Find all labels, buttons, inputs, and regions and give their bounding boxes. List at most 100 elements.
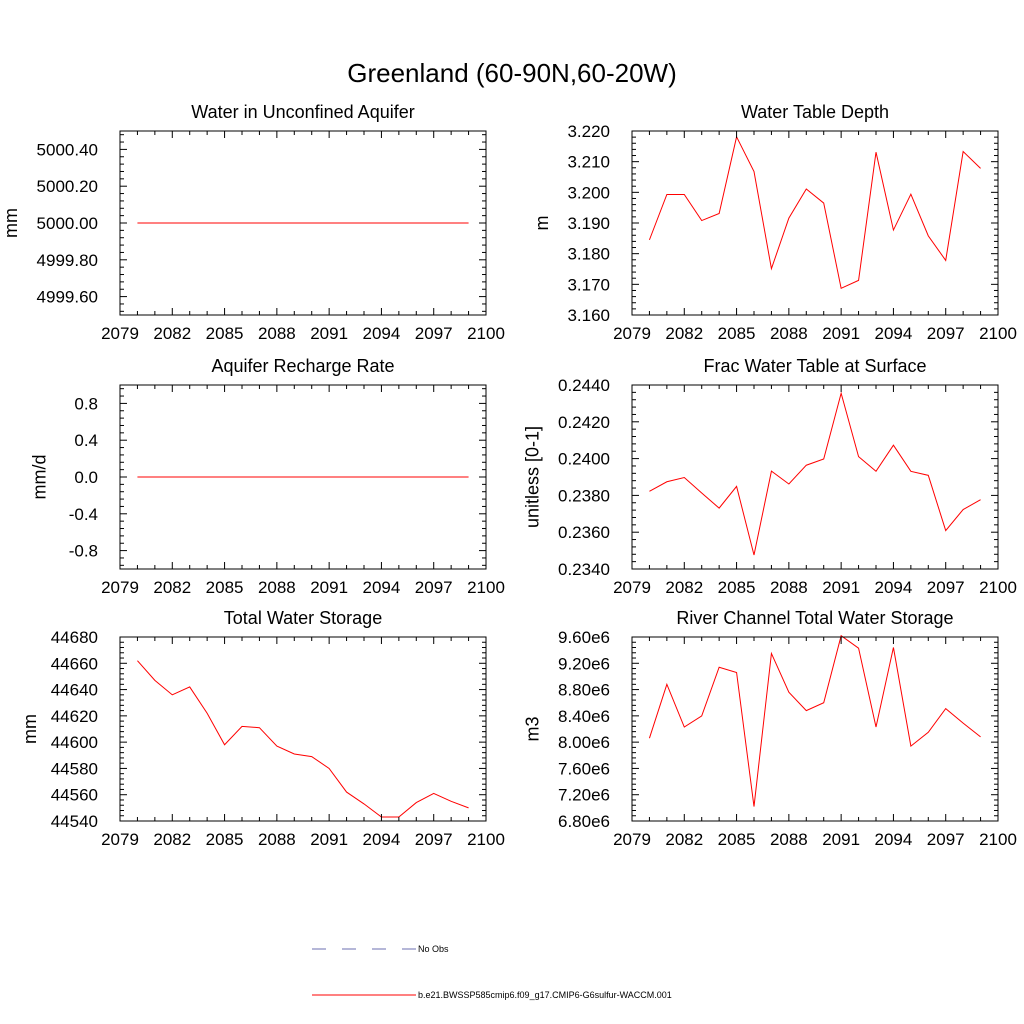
x-tick-label: 2079 <box>613 324 651 343</box>
y-tick-label: 3.220 <box>567 122 610 141</box>
panel-2: Water Table Depth 2079 2082 2085 2088 2091 209… <box>532 102 1017 343</box>
y-tick-label: 0.2360 <box>558 523 610 542</box>
y-tick-label: 0.0 <box>74 468 98 487</box>
panel-1: Water in Unconfined Aquifer 2079 2082 2085 2… <box>1 102 505 343</box>
panel-title: Water in Unconfined Aquifer <box>191 102 414 122</box>
y-tick-label: 7.20e6 <box>558 786 610 805</box>
panel-title: River Channel Total Water Storage <box>676 608 953 628</box>
y-tick-label: 3.190 <box>567 214 610 233</box>
x-tick-label: 2094 <box>875 324 913 343</box>
y-tick-label: 4999.60 <box>37 288 98 307</box>
y-tick-label: 4999.80 <box>37 251 98 270</box>
y-tick-label: 5000.20 <box>37 177 98 196</box>
x-tick-label: 2097 <box>927 578 965 597</box>
y-tick-label: 8.00e6 <box>558 733 610 752</box>
x-tick-label: 2097 <box>415 324 453 343</box>
x-tick-label: 2097 <box>415 578 453 597</box>
y-tick-label: 0.2420 <box>558 413 610 432</box>
x-tick-label: 2082 <box>153 578 191 597</box>
x-tick-label: 2094 <box>363 830 401 849</box>
series-line <box>649 391 981 556</box>
y-tick-label: 8.80e6 <box>558 681 610 700</box>
y-tick-label: 3.170 <box>567 275 610 294</box>
x-tick-label: 2085 <box>718 830 756 849</box>
y-tick-label: 0.4 <box>74 431 98 450</box>
y-tick-label: 44560 <box>51 786 98 805</box>
x-tick-label: 2100 <box>979 830 1017 849</box>
y-tick-label: 44640 <box>51 681 98 700</box>
x-tick-label: 2100 <box>467 830 505 849</box>
x-tick-label: 2091 <box>310 830 348 849</box>
y-tick-label: 6.80e6 <box>558 812 610 831</box>
y-tick-label: -0.4 <box>69 505 98 524</box>
x-tick-label: 2100 <box>979 578 1017 597</box>
x-tick-label: 2082 <box>665 324 703 343</box>
x-tick-label: 2100 <box>467 578 505 597</box>
y-tick-label: 9.20e6 <box>558 654 610 673</box>
x-tick-label: 2088 <box>770 830 808 849</box>
panels: Water in Unconfined Aquifer 2079 2082 2085 2… <box>1 102 1017 849</box>
x-tick-label: 2079 <box>101 324 139 343</box>
y-tick-label: 3.200 <box>567 183 610 202</box>
x-tick-label: 2091 <box>822 578 860 597</box>
x-tick-label: 2088 <box>770 324 808 343</box>
panel-title: Aquifer Recharge Rate <box>211 356 394 376</box>
x-tick-label: 2088 <box>770 578 808 597</box>
panel-5: Total Water Storage 2079 2082 2085 2088 2091 2… <box>20 608 505 849</box>
legend-label-no-obs: No Obs <box>418 944 449 954</box>
y-tick-label: 0.2380 <box>558 486 610 505</box>
y-axis-label: m3 <box>522 716 542 741</box>
x-tick-label: 2097 <box>927 830 965 849</box>
x-tick-label: 2100 <box>467 324 505 343</box>
series-line <box>137 660 469 818</box>
y-tick-label: 5000.00 <box>37 214 98 233</box>
x-tick-label: 2097 <box>415 830 453 849</box>
y-tick-label: 8.40e6 <box>558 707 610 726</box>
x-tick-label: 2079 <box>101 578 139 597</box>
x-tick-label: 2094 <box>363 578 401 597</box>
x-tick-label: 2079 <box>101 830 139 849</box>
panel-title: Water Table Depth <box>741 102 889 122</box>
x-tick-label: 2079 <box>613 578 651 597</box>
x-tick-label: 2082 <box>665 578 703 597</box>
x-tick-label: 2085 <box>718 578 756 597</box>
y-tick-label: -0.8 <box>69 542 98 561</box>
plot-frame <box>631 130 999 316</box>
y-tick-label: 9.60e6 <box>558 628 610 647</box>
plot-frame <box>631 384 999 570</box>
y-tick-label: 7.60e6 <box>558 759 610 778</box>
y-tick-label: 44680 <box>51 628 98 647</box>
y-tick-label: 0.8 <box>74 394 98 413</box>
x-tick-label: 2091 <box>822 324 860 343</box>
x-tick-label: 2082 <box>153 830 191 849</box>
legend-label-model: b.e21.BWSSP585cmip6.f09_g17.CMIP6-G6sulf… <box>418 990 672 1000</box>
panel-4: Frac Water Table at Surface 2079 2082 2085 2… <box>522 356 1017 597</box>
x-tick-label: 2085 <box>206 830 244 849</box>
x-tick-label: 2085 <box>206 324 244 343</box>
y-tick-label: 44620 <box>51 707 98 726</box>
x-tick-label: 2088 <box>258 830 296 849</box>
x-tick-label: 2085 <box>206 578 244 597</box>
x-tick-label: 2094 <box>875 830 913 849</box>
y-axis-label: mm <box>1 208 21 238</box>
y-tick-label: 44660 <box>51 654 98 673</box>
series-line <box>648 634 981 807</box>
y-tick-label: 3.160 <box>567 306 610 325</box>
series-line <box>648 135 981 290</box>
x-tick-label: 2100 <box>979 324 1017 343</box>
x-tick-label: 2082 <box>153 324 191 343</box>
panel-6: River Channel Total Water Storage 2079 208… <box>522 608 1017 849</box>
y-tick-label: 44540 <box>51 812 98 831</box>
panel-title: Total Water Storage <box>224 608 382 628</box>
plot-frame <box>631 636 999 822</box>
x-tick-label: 2079 <box>613 830 651 849</box>
x-tick-label: 2088 <box>258 324 296 343</box>
legend: No Obs b.e21.BWSSP585cmip6.f09_g17.CMIP6… <box>312 944 672 1000</box>
panel-3: Aquifer Recharge Rate 2079 2082 2085 2088 209… <box>30 356 505 597</box>
x-tick-label: 2091 <box>310 578 348 597</box>
x-tick-label: 2082 <box>665 830 703 849</box>
figure-title: Greenland (60-90N,60-20W) <box>347 58 677 88</box>
panel-title: Frac Water Table at Surface <box>703 356 926 376</box>
y-tick-label: 44580 <box>51 759 98 778</box>
